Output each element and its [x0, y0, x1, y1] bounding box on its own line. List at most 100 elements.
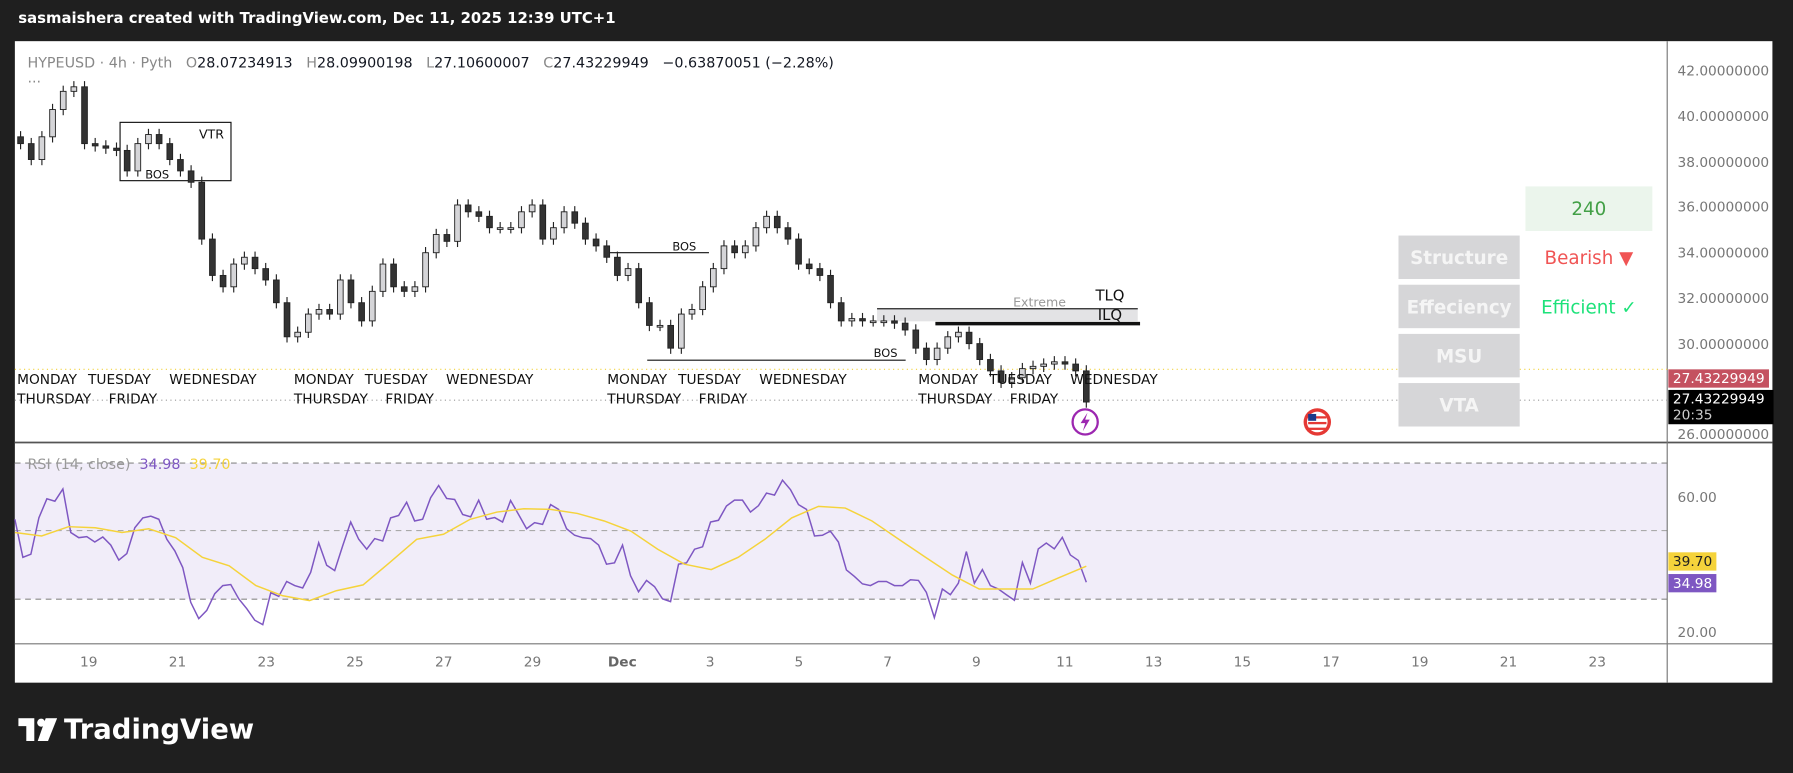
day-label: MONDAY [17, 372, 78, 388]
bos-label-3: BOS [874, 346, 898, 360]
candle-down [646, 302, 653, 326]
candle-up [528, 204, 536, 213]
candle-down [784, 227, 792, 240]
candle-down [177, 159, 184, 172]
candle-down [166, 143, 174, 160]
legend-more-button[interactable]: ... [27, 68, 42, 86]
candle-down [614, 256, 621, 276]
efficiency-label: Effeciency [1398, 284, 1520, 329]
candle-up [752, 227, 760, 247]
candle-down [326, 309, 333, 315]
time-axis-label: 19 [80, 654, 98, 671]
time-axis-label: 9 [971, 654, 981, 671]
lightning-event-icon[interactable] [1071, 408, 1099, 436]
day-label: WEDNESDAY [759, 372, 847, 388]
candle-up [933, 347, 941, 360]
candle-down [539, 204, 547, 240]
candle-down [1072, 363, 1079, 372]
candle-down [443, 234, 451, 242]
time-axis-label: 29 [523, 654, 542, 671]
candle-down [571, 211, 579, 224]
candle-down [390, 263, 397, 288]
extreme-zone[interactable] [877, 308, 1138, 322]
vta-label: VTA [1398, 383, 1520, 427]
candle-down [891, 320, 898, 324]
candle-down [816, 268, 824, 276]
day-label: THURSDAY [606, 392, 682, 408]
candle-up [1008, 377, 1016, 383]
time-axis-label: 5 [794, 654, 804, 671]
candle-down [219, 274, 227, 288]
candle-down [209, 238, 216, 276]
efficiency-value: Efficient ✓ [1541, 295, 1637, 318]
candle-up [305, 313, 312, 333]
price-axis-label: 30.00000000 [1677, 335, 1770, 352]
time-axis-label: 3 [705, 654, 715, 671]
day-label: MONDAY [607, 372, 668, 388]
time-axis-label: 7 [883, 654, 892, 671]
time-axis-label: 15 [1233, 654, 1252, 671]
day-label: MONDAY [294, 372, 355, 388]
candle-up [720, 245, 728, 270]
candle-up [656, 324, 664, 328]
rsi-signal-value: 39.70 [189, 455, 231, 473]
candle-up [379, 263, 387, 292]
candle-down [1082, 370, 1090, 403]
candle-down [113, 147, 120, 151]
candle-down [667, 324, 674, 349]
candle-down [603, 245, 611, 258]
low-value: 27.10600007 [434, 53, 530, 71]
logo-text: TradingView [64, 713, 255, 746]
timeframe-cell: 240 [1525, 186, 1653, 231]
candle-up [880, 320, 888, 324]
price-axis-label: 38.00000000 [1677, 153, 1770, 170]
candle-down [464, 204, 472, 213]
candle-down [1061, 361, 1069, 365]
candle-down [837, 302, 845, 322]
candle-down [923, 347, 930, 360]
vtr-box[interactable] [119, 121, 232, 182]
time-axis-label: Dec [607, 654, 637, 671]
candle-up [411, 286, 419, 292]
rsi-legend[interactable]: RSI (14, close) 34.98 39.70 [27, 455, 230, 472]
candle-down [102, 145, 110, 149]
candle-down [773, 215, 781, 229]
structure-label: Structure [1398, 235, 1520, 280]
candle-down [283, 302, 291, 338]
tradingview-logo: TradingView [18, 714, 254, 746]
candle-up [454, 204, 461, 242]
candle-up [49, 109, 56, 138]
ilq-label: ILQ [1098, 306, 1122, 324]
candle-down [805, 263, 813, 270]
candle-down [91, 143, 99, 147]
candle-down [198, 181, 206, 240]
high-value: 28.09900198 [317, 53, 413, 71]
crosshair-price: 27.43229949 [1672, 391, 1765, 408]
day-label: FRIDAY [699, 392, 748, 408]
candle-down [965, 331, 973, 345]
rsi-value: 34.98 [139, 455, 181, 473]
open-value: 28.07234913 [197, 53, 293, 71]
rsi-axis-label-20: 20.00 [1677, 624, 1717, 641]
tradingview-logo-icon [18, 718, 58, 741]
close-value: 27.43229949 [553, 53, 649, 71]
day-label: THURSDAY [16, 392, 92, 408]
symbol-legend[interactable]: HYPEUSD · 4h · Pyth O28.07234913 H28.099… [27, 54, 833, 86]
day-label: FRIDAY [109, 392, 158, 408]
candle-down [475, 211, 483, 217]
candle-up [518, 211, 525, 229]
structure-value: Bearish ▼ [1544, 246, 1634, 269]
price-axis-label: 32.00000000 [1677, 290, 1770, 307]
candle-down [976, 343, 984, 360]
rsi-value-badge: 34.98 [1668, 574, 1717, 593]
candle-up [241, 256, 248, 265]
time-axis-label: 25 [346, 654, 364, 671]
symbol-info[interactable]: HYPEUSD · 4h · Pyth [27, 53, 173, 71]
low-label: L [426, 53, 435, 71]
candle-up [294, 331, 301, 338]
us-flag-event-icon[interactable] [1303, 408, 1332, 436]
price-axis-label: 36.00000000 [1677, 199, 1770, 216]
time-axis-label: 19 [1411, 654, 1429, 671]
last-price-badge: 27.43229949 [1668, 369, 1770, 388]
